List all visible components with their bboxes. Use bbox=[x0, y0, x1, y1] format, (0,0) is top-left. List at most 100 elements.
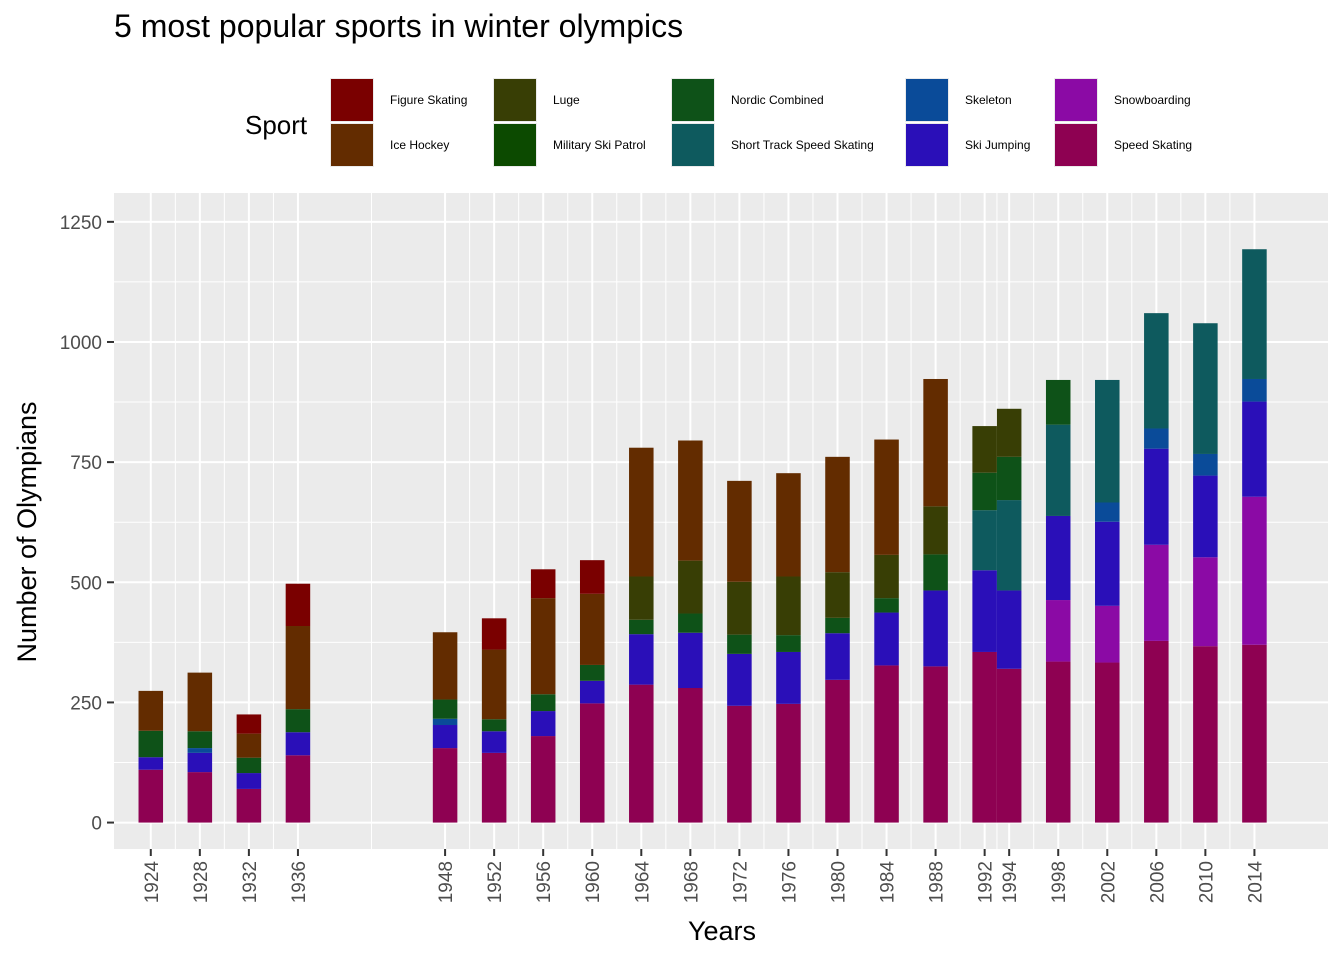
bar-segment bbox=[579, 664, 605, 681]
bar-segment bbox=[923, 590, 948, 667]
legend-item: Nordic Combined bbox=[671, 78, 824, 122]
y-tick-label: 1000 bbox=[60, 333, 102, 354]
bar-segment bbox=[1144, 640, 1169, 823]
bar-segment bbox=[874, 612, 899, 666]
bar-segment bbox=[1095, 379, 1120, 503]
bar-segment bbox=[187, 772, 213, 823]
bar-segment bbox=[1193, 475, 1218, 558]
bar-segment bbox=[825, 633, 850, 680]
bar-segment bbox=[138, 757, 164, 770]
bar-segment bbox=[776, 576, 801, 636]
y-tick-label: 1250 bbox=[60, 213, 102, 234]
bar-segment bbox=[727, 634, 752, 654]
bar-segment bbox=[1045, 600, 1071, 662]
legend-label: Skeleton bbox=[965, 93, 1012, 107]
legend-key bbox=[672, 124, 714, 166]
bar-segment bbox=[236, 773, 262, 789]
bar-segment bbox=[138, 730, 164, 758]
x-tick-label: 1984 bbox=[878, 861, 899, 904]
bar-segment bbox=[481, 731, 507, 753]
bar-segment bbox=[187, 672, 213, 732]
bar-segment bbox=[825, 572, 850, 618]
bar-segment bbox=[579, 560, 605, 594]
bar-segment bbox=[996, 456, 1022, 501]
bar-segment bbox=[678, 632, 703, 689]
bar-segment bbox=[727, 653, 752, 706]
bar-segment bbox=[1045, 515, 1071, 601]
legend-item: Military Ski Patrol bbox=[493, 123, 646, 167]
bar-segment bbox=[996, 500, 1022, 591]
bar-segment bbox=[285, 709, 311, 733]
bar-segment bbox=[285, 755, 311, 823]
x-tick-label: 1960 bbox=[583, 861, 604, 903]
bar-segment bbox=[727, 581, 752, 635]
bar-segment bbox=[825, 679, 850, 823]
bar-segment bbox=[972, 472, 997, 511]
bar-segment bbox=[579, 593, 605, 665]
bar-segment bbox=[481, 719, 507, 732]
bar-segment bbox=[138, 690, 164, 731]
bar-segment bbox=[236, 757, 262, 774]
bar-segment bbox=[972, 651, 997, 823]
bar-segment bbox=[579, 680, 605, 704]
bar-segment bbox=[1242, 378, 1267, 402]
bar-segment bbox=[1193, 646, 1218, 823]
bar-segment bbox=[236, 714, 262, 734]
bar-segment bbox=[923, 378, 948, 507]
bar-segment bbox=[1095, 605, 1120, 663]
bar-segment bbox=[629, 576, 654, 620]
grid-minor bbox=[114, 193, 1328, 849]
bar-segment bbox=[996, 590, 1022, 669]
bar-segment bbox=[1242, 249, 1267, 379]
legend: Sport Figure Skating Ice Hockey Luge Milita… bbox=[245, 78, 1192, 167]
x-tick-label: 1928 bbox=[191, 861, 212, 903]
legend-label: Ski Jumping bbox=[965, 138, 1030, 152]
x-tick-label: 1956 bbox=[534, 861, 555, 903]
bar-segment bbox=[1193, 323, 1218, 454]
legend-title: Sport bbox=[245, 110, 308, 140]
bar-segment bbox=[530, 569, 556, 599]
bar-segment bbox=[678, 613, 703, 633]
y-tick-label: 750 bbox=[70, 453, 102, 474]
bar-segment bbox=[727, 480, 752, 582]
bar-segment bbox=[236, 733, 262, 758]
bar-segment bbox=[432, 632, 458, 700]
bar-segment bbox=[972, 426, 997, 473]
bar-segment bbox=[187, 748, 213, 753]
bar-segment bbox=[432, 699, 458, 719]
bar-segment bbox=[1095, 662, 1120, 823]
y-tick-label: 0 bbox=[91, 814, 102, 835]
legend-label: Short Track Speed Skating bbox=[731, 138, 874, 152]
bar-segment bbox=[285, 583, 311, 627]
bar-segment bbox=[285, 626, 311, 710]
bar-segment bbox=[1144, 313, 1169, 429]
legend-key bbox=[331, 124, 373, 166]
x-tick-label: 2014 bbox=[1245, 861, 1266, 904]
bar-segment bbox=[923, 666, 948, 823]
bar-segment bbox=[678, 560, 703, 614]
bar-segment bbox=[1144, 428, 1169, 449]
bar-segment bbox=[776, 635, 801, 652]
bar-segment bbox=[481, 618, 507, 650]
bar-segment bbox=[972, 570, 997, 652]
bar-segment bbox=[530, 694, 556, 712]
bar-segment bbox=[996, 408, 1022, 457]
bar-segment bbox=[187, 752, 213, 773]
legend-key bbox=[494, 79, 536, 121]
legend-item: Snowboarding bbox=[1054, 78, 1191, 122]
bar-segment bbox=[530, 711, 556, 737]
bar-segment bbox=[187, 731, 213, 749]
bar-segment bbox=[678, 440, 703, 561]
bar-segment bbox=[825, 456, 850, 573]
bar-segment bbox=[996, 668, 1022, 823]
bar-segment bbox=[923, 554, 948, 591]
bar-segment bbox=[678, 688, 703, 823]
bar-segment bbox=[629, 619, 654, 635]
bar-segment bbox=[236, 788, 262, 823]
legend-key bbox=[1055, 124, 1097, 166]
y-tick-label: 500 bbox=[70, 573, 102, 594]
bar-segment bbox=[776, 473, 801, 577]
bar-segment bbox=[432, 748, 458, 823]
x-tick-label: 1998 bbox=[1049, 861, 1070, 903]
